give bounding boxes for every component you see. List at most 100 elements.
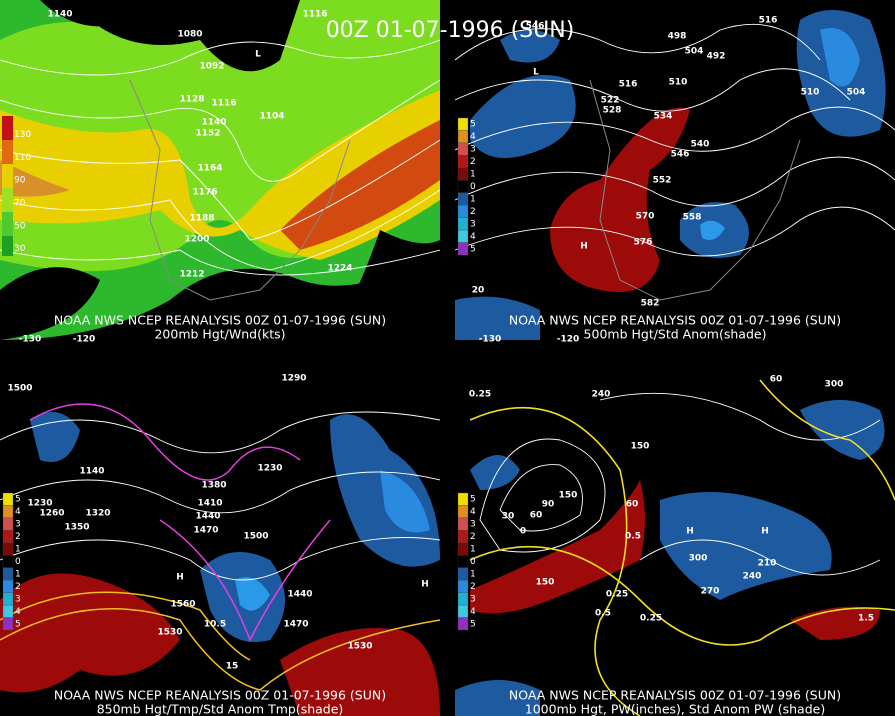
panel-caption: NOAA NWS NCEP REANALYSIS 00Z 01-07-1996 … — [54, 688, 386, 703]
colorbar-swatch — [2, 580, 14, 593]
colorbar-label: 1 — [470, 194, 476, 204]
contour-label: 516 — [759, 16, 778, 26]
panel-500mb — [455, 10, 895, 340]
colorbar-label: 1 — [470, 569, 476, 579]
contour-label: 1164 — [197, 164, 222, 174]
contour-label: 1470 — [193, 526, 218, 536]
panel-caption: NOAA NWS NCEP REANALYSIS 00Z 01-07-1996 … — [509, 688, 841, 703]
panel-850mb — [0, 403, 440, 716]
contour-label: 1440 — [195, 512, 220, 522]
colorbar-label: 0 — [470, 557, 476, 567]
colorbar-label: 4 — [470, 232, 476, 242]
contour-label: 150 — [559, 491, 578, 501]
contour-label: 498 — [668, 32, 687, 42]
colorbar-swatch — [457, 530, 469, 543]
panel-caption: 850mb Hgt/Tmp/Std Anom Tmp(shade) — [97, 702, 344, 716]
colorbar-label: 2 — [470, 157, 476, 167]
contour-label: 546 — [671, 150, 690, 160]
contour-label: 1140 — [201, 118, 226, 128]
contour-label: 516 — [619, 80, 638, 90]
contour-label: 582 — [641, 299, 660, 309]
colorbar-swatch — [2, 530, 14, 543]
contour-label: 1140 — [79, 467, 104, 477]
colorbar-label: 0 — [470, 182, 476, 192]
colorbar-500mb: 5 4 3 2 1 0 1 2 3 4 5 — [457, 117, 476, 256]
contour-label: 540 — [691, 140, 710, 150]
contour-label: -120 — [73, 335, 96, 345]
contour-label: H — [176, 573, 184, 583]
colorbar-swatch — [457, 517, 469, 531]
colorbar-swatch — [2, 492, 14, 506]
contour-label: 1116 — [211, 99, 236, 109]
colorbar-label: 3 — [15, 520, 21, 530]
colorbar-swatch — [2, 567, 14, 581]
contour-label: 300 — [689, 554, 708, 564]
colorbar-label: 4 — [470, 132, 476, 142]
colorbar-swatch — [457, 242, 469, 256]
contour-label: 1092 — [199, 62, 224, 72]
contour-label: 504 — [685, 47, 704, 57]
colorbar-label: 5 — [15, 495, 21, 505]
contour-label: 30 — [502, 512, 515, 522]
contour-label: 1470 — [283, 620, 308, 630]
colorbar-swatch — [457, 229, 469, 243]
contour-label: -130 — [479, 335, 502, 345]
main-title: 00Z 01-07-1996 (SUN) — [326, 18, 575, 43]
colorbar-label: 4 — [15, 607, 21, 617]
colorbar-label: 2 — [470, 582, 476, 592]
contour-label: 60 — [770, 375, 783, 385]
colorbar-swatch — [2, 617, 14, 631]
contour-label: 1410 — [197, 499, 222, 509]
colorbar-850mb: 5 4 3 2 1 0 1 2 3 4 5 — [2, 492, 21, 631]
colorbar-swatch — [2, 505, 14, 519]
contour-label: 1230 — [257, 464, 282, 474]
contour-label: 522 — [601, 96, 620, 106]
colorbar-swatch — [457, 580, 469, 593]
colorbar-200mb — [2, 116, 13, 256]
panel-caption: NOAA NWS NCEP REANALYSIS 00Z 01-07-1996 … — [509, 313, 841, 328]
colorbar-label: 4 — [470, 507, 476, 517]
colorbar-swatch — [457, 167, 469, 181]
panel-1000mb — [455, 379, 895, 716]
contour-label: 0 — [520, 527, 526, 537]
contour-label: 1380 — [201, 481, 226, 491]
colorbar-label: 1 — [15, 545, 21, 555]
contour-label: 1.5 — [858, 614, 874, 624]
colorbar-swatch — [2, 542, 14, 556]
colorbar-swatch — [2, 517, 14, 531]
colorbar-label: 3 — [470, 594, 476, 604]
colorbar-swatch — [457, 555, 469, 568]
contour-label: 1350 — [64, 523, 89, 533]
contour-label: 1176 — [192, 188, 217, 198]
contour-label: 1140 — [47, 10, 72, 20]
contour-label: 270 — [701, 587, 720, 597]
panel-caption: 1000mb Hgt, PW(inches), Std Anom PW (sha… — [525, 702, 825, 716]
colorbar-swatch — [457, 592, 469, 606]
contour-label: 15 — [226, 662, 239, 672]
colorbar-label: 1 — [470, 545, 476, 555]
contour-label: 90 — [542, 500, 555, 510]
contour-label: L — [255, 50, 261, 60]
contour-label: 1530 — [157, 628, 182, 638]
colorbar-swatch — [2, 592, 14, 606]
contour-label: 1560 — [170, 600, 195, 610]
contour-label: 492 — [707, 52, 726, 62]
colorbar-label: 5 — [470, 244, 476, 254]
contour-label: 240 — [592, 390, 611, 400]
contour-label: 1188 — [189, 214, 214, 224]
contour-label: 1212 — [179, 270, 204, 280]
contour-label: 1104 — [259, 112, 284, 122]
contour-label: 0.5 — [625, 532, 641, 542]
contour-label: H — [686, 527, 694, 537]
panel-caption: 200mb Hgt/Wnd(kts) — [154, 327, 285, 342]
contour-label: 60 — [626, 500, 639, 510]
colorbar-label: 2 — [15, 532, 21, 542]
colorbar-swatch — [457, 142, 469, 156]
colorbar-swatch — [457, 205, 469, 218]
colorbar-label: 2 — [15, 582, 21, 592]
contour-label: 1080 — [177, 30, 202, 40]
contour-label: 0.25 — [640, 614, 662, 624]
colorbar-label: 5 — [470, 619, 476, 629]
